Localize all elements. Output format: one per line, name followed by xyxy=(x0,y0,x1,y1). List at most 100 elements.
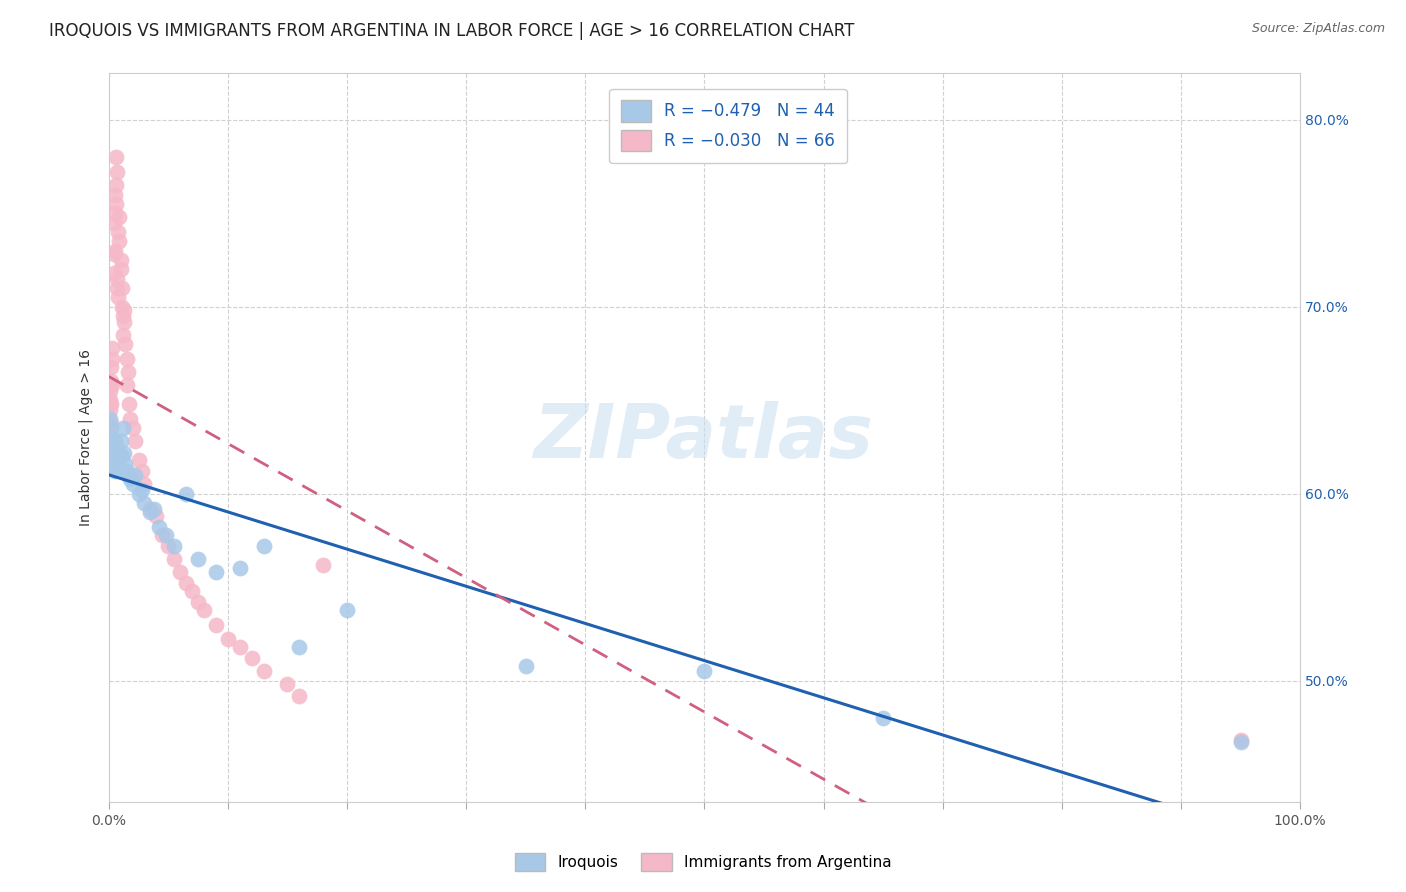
Point xyxy=(1229,733,1251,747)
Text: ZIPatlas: ZIPatlas xyxy=(534,401,875,474)
Point xyxy=(121,421,143,435)
Point xyxy=(101,378,124,392)
Point xyxy=(110,252,132,267)
Point xyxy=(105,460,128,475)
Point xyxy=(118,397,141,411)
Point xyxy=(107,225,129,239)
Point xyxy=(101,458,124,473)
Point xyxy=(112,309,135,323)
Point xyxy=(104,244,127,258)
Point xyxy=(1229,735,1251,749)
Point xyxy=(252,539,274,553)
Point xyxy=(100,359,122,374)
Point xyxy=(100,397,122,411)
Point xyxy=(312,558,335,572)
Point xyxy=(134,496,156,510)
Point xyxy=(128,453,150,467)
Point xyxy=(105,281,128,295)
Point xyxy=(139,501,162,516)
Point xyxy=(111,449,134,463)
Point xyxy=(114,337,136,351)
Point xyxy=(103,266,125,280)
Point xyxy=(98,402,121,417)
Point xyxy=(107,290,129,304)
Point xyxy=(105,443,128,458)
Point xyxy=(276,677,298,691)
Point xyxy=(105,271,128,285)
Point xyxy=(117,365,139,379)
Point xyxy=(174,486,197,500)
Point xyxy=(134,477,156,491)
Point xyxy=(193,602,215,616)
Point xyxy=(108,234,131,248)
Point xyxy=(100,375,122,389)
Point xyxy=(169,565,191,579)
Point xyxy=(104,187,127,202)
Point xyxy=(111,281,134,295)
Point xyxy=(124,434,146,449)
Point xyxy=(100,416,122,430)
Point xyxy=(205,565,228,579)
Point xyxy=(229,561,252,575)
Point xyxy=(98,397,121,411)
Point xyxy=(105,165,128,179)
Point xyxy=(121,477,143,491)
Point xyxy=(100,449,122,463)
Point xyxy=(205,617,228,632)
Text: IROQUOIS VS IMMIGRANTS FROM ARGENTINA IN LABOR FORCE | AGE > 16 CORRELATION CHAR: IROQUOIS VS IMMIGRANTS FROM ARGENTINA IN… xyxy=(49,22,855,40)
Point xyxy=(174,576,197,591)
Point xyxy=(103,453,125,467)
Point xyxy=(139,505,162,519)
Point xyxy=(155,528,177,542)
Point xyxy=(115,464,138,478)
Point xyxy=(98,378,121,392)
Point xyxy=(120,472,142,486)
Point xyxy=(103,445,125,459)
Point xyxy=(108,210,131,224)
Point xyxy=(143,501,166,516)
Point xyxy=(288,640,311,654)
Point xyxy=(252,665,274,679)
Point xyxy=(693,665,716,679)
Point xyxy=(872,711,894,725)
Point xyxy=(187,552,209,566)
Point xyxy=(128,486,150,500)
Point xyxy=(98,384,121,398)
Point xyxy=(163,539,186,553)
Point xyxy=(103,215,125,229)
Point xyxy=(112,445,135,459)
Point xyxy=(112,327,135,342)
Point xyxy=(181,583,204,598)
Point xyxy=(120,412,142,426)
Point xyxy=(112,421,135,435)
Point xyxy=(110,434,132,449)
Point xyxy=(187,595,209,609)
Legend: R = −0.479   N = 44, R = −0.030   N = 66: R = −0.479 N = 44, R = −0.030 N = 66 xyxy=(609,88,846,163)
Point xyxy=(145,509,167,524)
Point xyxy=(114,457,136,471)
Point xyxy=(107,453,129,467)
Point xyxy=(515,658,537,673)
Point xyxy=(101,431,124,445)
Y-axis label: In Labor Force | Age > 16: In Labor Force | Age > 16 xyxy=(79,349,93,526)
Point xyxy=(131,483,153,497)
Point xyxy=(336,602,359,616)
Point xyxy=(104,206,127,220)
Point xyxy=(100,421,122,435)
Point xyxy=(110,262,132,277)
Point xyxy=(108,447,131,461)
Point xyxy=(112,303,135,318)
Point xyxy=(104,178,127,193)
Point xyxy=(157,539,180,553)
Point xyxy=(163,552,186,566)
Point xyxy=(131,464,153,478)
Point xyxy=(229,640,252,654)
Point xyxy=(111,300,134,314)
Point xyxy=(150,528,173,542)
Point xyxy=(117,467,139,482)
Legend: Iroquois, Immigrants from Argentina: Iroquois, Immigrants from Argentina xyxy=(509,847,897,877)
Point xyxy=(104,150,127,164)
Text: Source: ZipAtlas.com: Source: ZipAtlas.com xyxy=(1251,22,1385,36)
Point xyxy=(148,520,170,534)
Point xyxy=(217,632,239,647)
